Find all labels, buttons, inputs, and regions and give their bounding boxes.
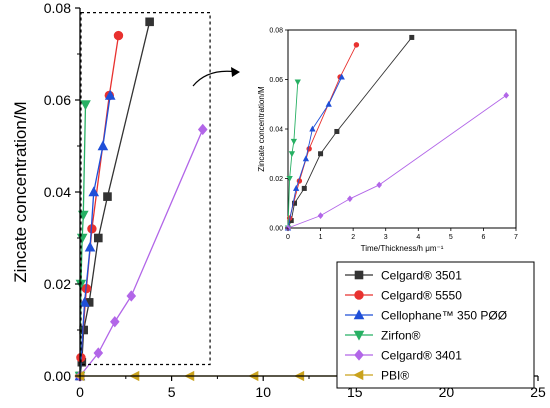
legend-label: Celgard® 5550 (381, 289, 462, 303)
legend-marker (353, 309, 365, 320)
inset-y-tick-label: 0.00 (269, 226, 283, 233)
y-tick-label: 0.00 (44, 368, 71, 384)
legend-label: PBI® (381, 369, 409, 383)
main-data-point (79, 296, 90, 307)
inset-data-point (288, 151, 296, 158)
main-data-point (97, 140, 109, 151)
inset-data-point (353, 42, 360, 48)
inset-x-tick-label: 4 (416, 234, 420, 241)
inset-data-point (376, 181, 383, 189)
inset-y-tick-label: 0.02 (269, 176, 283, 183)
inset-data-point (293, 185, 300, 191)
main-series-4 (75, 123, 208, 382)
zoom-arrow (192, 70, 238, 87)
legend-entry: Zirfon® (345, 329, 421, 343)
legend-marker (354, 349, 364, 361)
x-tick-label: 5 (168, 384, 176, 400)
inset-y-tick-label: 0.08 (269, 28, 283, 35)
inset-y-tick-label: 0.04 (269, 127, 283, 134)
legend-entry: Cellophane™ 350 PØØ (345, 309, 507, 323)
legend-marker (354, 290, 364, 300)
legend-marker (353, 330, 365, 341)
inset-data-point (301, 185, 307, 191)
main-data-point (145, 17, 154, 27)
main-data-point (110, 316, 120, 328)
inset-data-point (409, 34, 415, 40)
inset-x-tick-label: 3 (384, 234, 388, 241)
inset-data-point (503, 92, 510, 99)
legend-label: Celgard® 3501 (381, 269, 462, 283)
inset-series-4 (285, 92, 510, 232)
legend-label: Zirfon® (381, 329, 421, 343)
inset-series-2 (284, 73, 345, 231)
main-data-point (113, 30, 124, 41)
y-tick-label: 0.02 (44, 276, 71, 292)
main-data-point (94, 233, 103, 243)
inset-data-point (286, 176, 293, 182)
legend-marker (353, 369, 364, 381)
main-data-point (93, 347, 104, 359)
main-data-point (88, 186, 100, 197)
legend: Celgard® 3501 Celgard® 5550 Cellophane™ 35… (336, 261, 535, 389)
legend-entry: Celgard® 3501 (345, 269, 462, 283)
x-tick-label: 10 (255, 384, 271, 400)
inset-data-point (338, 73, 345, 80)
y-tick-label: 0.08 (44, 0, 71, 16)
legend-label: Celgard® 3401 (381, 349, 462, 363)
zoom-region-box (80, 11, 211, 366)
inset-data-point (309, 125, 316, 132)
inset-x-tick-label: 5 (449, 234, 453, 241)
main-data-point (77, 210, 89, 221)
legend-entry: Celgard® 5550 (345, 289, 462, 303)
inset-data-point (317, 212, 324, 219)
legend-entry: PBI® (345, 369, 409, 383)
y-tick-label: 0.06 (44, 92, 71, 108)
inset-frame (287, 29, 517, 229)
legend-label: Cellophane™ 350 PØØ (381, 309, 507, 323)
inset-y-axis-title: Zincate concentration/M (257, 86, 266, 172)
inset-x-tick-label: 7 (514, 234, 518, 241)
main-series-line (79, 95, 111, 377)
inset-data-point (302, 155, 310, 162)
main-data-point (126, 290, 137, 302)
inset-x-tick-label: 6 (481, 234, 485, 241)
legend-entry: Celgard® 3401 (345, 349, 462, 363)
x-tick-label: 0 (76, 384, 84, 400)
inset-x-axis-title: Time/Thickness/h μm⁻¹ (361, 244, 444, 253)
inset-data-point (325, 100, 332, 107)
inset-data-point (318, 151, 324, 157)
inset-y-tick-label: 0.06 (269, 77, 283, 84)
legend-marker (354, 270, 364, 280)
main-data-point (197, 123, 208, 136)
inset-x-tick-label: 1 (319, 234, 323, 241)
main-data-point (80, 100, 91, 111)
zoom-arrow-head (231, 67, 240, 77)
inset-series-0 (285, 34, 415, 231)
main-data-point (104, 89, 116, 100)
y-tick-label: 0.04 (44, 184, 71, 200)
inset-data-point (290, 138, 298, 145)
main-data-point (84, 241, 96, 252)
inset-data-point (347, 195, 353, 203)
inset-series-line (287, 76, 343, 229)
legend-box (336, 261, 535, 389)
y-axis-title: Zincate concentration/M (11, 101, 30, 282)
inset-plot: 0 1 2 3 4 5 6 7 0.00 0.02 0.04 0.06 0.08 Time/Thickne… (257, 28, 518, 254)
inset-x-tick-label: 2 (351, 234, 355, 241)
main-data-point (103, 192, 112, 201)
inset-x-tick-label: 0 (286, 234, 290, 241)
inset-data-point (334, 128, 340, 134)
inset-data-point (294, 79, 301, 86)
